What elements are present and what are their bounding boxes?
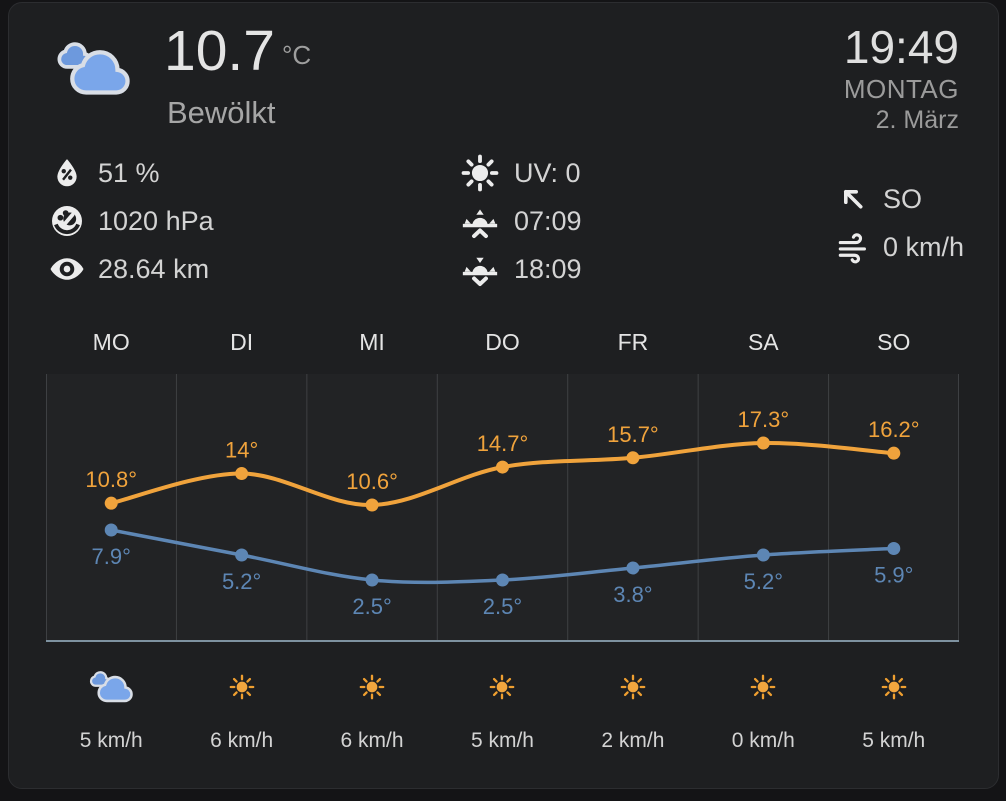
forecast-sunny-icon <box>228 663 256 711</box>
chart-point <box>756 548 770 562</box>
day-label-sa: SA <box>747 329 779 355</box>
visibility-row: 28.64 km <box>46 245 214 293</box>
visibility-value: 28.64 km <box>98 253 210 284</box>
forecast-cloudy-icon <box>88 663 134 711</box>
wind-speed-label: 5 km/h <box>862 729 926 752</box>
chart-point-label: 17.3° <box>738 407 790 432</box>
current-temperature: 10.7 °C <box>164 19 311 85</box>
clock-block: 19:49 MONTAG 2. März <box>844 23 959 134</box>
forecast-sunny-icon <box>749 663 777 711</box>
clock-date: 2. März <box>875 105 959 134</box>
day-label-mo: MO <box>92 329 130 355</box>
weather-card[interactable]: 10.7 °C Bewölkt 19:49 MONTAG 2. März 51 … <box>8 2 999 789</box>
gauge-icon <box>46 203 88 239</box>
chart-point <box>626 451 640 465</box>
attributes-middle-column: UV: 0 07:09 <box>456 149 582 293</box>
humidity-value: 51 % <box>98 157 160 188</box>
chart-point-label: 2.5° <box>483 594 522 619</box>
chart-point-label: 5.2° <box>222 569 261 594</box>
uv-row: UV: 0 <box>456 149 582 197</box>
chart-point <box>887 542 901 556</box>
forecast-sunny-icon <box>880 663 908 711</box>
sunrise-time: 07:09 <box>514 205 582 236</box>
pressure-value: 1020 hPa <box>98 205 214 236</box>
sunrise-icon <box>456 200 504 242</box>
day-label-mi: MI <box>359 329 385 355</box>
chart-point-label: 5.2° <box>744 569 783 594</box>
forecast-sunny-icon <box>619 663 647 711</box>
sunset-time: 18:09 <box>514 253 582 284</box>
wind-speed-value: 0 km/h <box>883 231 965 262</box>
temperature-value: 10.7 <box>164 19 275 83</box>
chart-point <box>756 436 770 450</box>
forecast-cell-so: 5 km/h <box>829 663 959 753</box>
chart-point <box>496 573 509 587</box>
current-condition-label: Bewölkt <box>167 95 276 130</box>
attributes-left-column: 51 % 1020 hPa <box>46 149 214 293</box>
sunrise-row: 07:09 <box>456 197 582 245</box>
clock-weekday: MONTAG <box>843 74 959 105</box>
chart-point-label: 2.5° <box>352 594 391 619</box>
chart-point-label: 14.7° <box>477 431 529 456</box>
chart-point-label: 3.8° <box>613 582 652 607</box>
eye-icon <box>46 250 88 288</box>
wind-speed-label: 6 km/h <box>210 729 274 752</box>
temperature-chart: 10.8° 14° 10.6° 14.7° 15.7° 17.3° 16.2° 7.9° 5.2… <box>46 374 959 642</box>
chart-point-label: 16.2° <box>868 417 920 442</box>
wind-speed-label: 5 km/h <box>79 729 143 752</box>
forecast-cell-mi: 6 km/h <box>307 663 437 753</box>
chart-point <box>104 496 118 510</box>
cloudy-icon <box>55 37 131 101</box>
chart-point <box>887 446 901 460</box>
forecast-sunny-icon <box>358 663 386 711</box>
attributes-right-column: SO 0 km/h <box>833 175 964 271</box>
forecast-cell-sa: 0 km/h <box>698 663 828 753</box>
day-label-fr: FR <box>617 329 649 355</box>
day-label-di: DI <box>230 329 254 355</box>
arrow-top-left-icon <box>833 183 873 215</box>
pressure-row: 1020 hPa <box>46 197 214 245</box>
wind-speed-label: 5 km/h <box>470 729 534 752</box>
wind-speed-label: 2 km/h <box>601 729 665 752</box>
wind-speed-label: 0 km/h <box>731 729 795 752</box>
forecast-cell-di: 6 km/h <box>176 663 306 753</box>
day-labels-row: MO DI MI DO FR SA SO <box>46 327 959 357</box>
chart-point-label: 14° <box>225 438 258 463</box>
chart-point <box>365 498 379 512</box>
forecast-cell-do: 5 km/h <box>437 663 567 753</box>
chart-point <box>235 467 249 481</box>
forecast-cell-mo: 5 km/h <box>46 663 176 753</box>
sunset-icon <box>456 248 504 290</box>
temperature-unit: °C <box>281 40 312 70</box>
wind-bearing-row: SO <box>833 175 964 223</box>
chart-point <box>496 460 509 474</box>
humidity-row: 51 % <box>46 149 214 197</box>
chart-point-label: 10.8° <box>85 467 137 492</box>
uv-value: UV: 0 <box>514 157 581 188</box>
chart-point-label: 15.7° <box>607 422 659 447</box>
wind-speed-label: 6 km/h <box>340 729 404 752</box>
wind-icon <box>833 228 873 266</box>
chart-point-label: 7.9° <box>92 544 131 569</box>
chart-point <box>104 523 118 537</box>
wind-speed-row: 0 km/h <box>833 223 964 271</box>
forecast-row: 5 km/h 6 km/h 6 km/h 5 km/h 2 km/h 0 km/… <box>46 663 959 753</box>
wind-bearing-value: SO <box>883 183 923 214</box>
sun-icon <box>456 152 504 194</box>
sunset-row: 18:09 <box>456 245 582 293</box>
day-label-so: SO <box>877 329 911 355</box>
day-label-do: DO <box>485 329 520 355</box>
chart-point <box>626 561 640 575</box>
forecast-sunny-icon <box>488 663 516 711</box>
chart-point <box>365 573 379 587</box>
forecast-cell-fr: 2 km/h <box>568 663 698 753</box>
clock-time: 19:49 <box>843 21 959 73</box>
humidity-icon <box>46 156 88 190</box>
chart-point <box>235 548 249 562</box>
chart-point-label: 5.9° <box>874 563 913 588</box>
chart-point-label: 10.6° <box>346 469 398 494</box>
